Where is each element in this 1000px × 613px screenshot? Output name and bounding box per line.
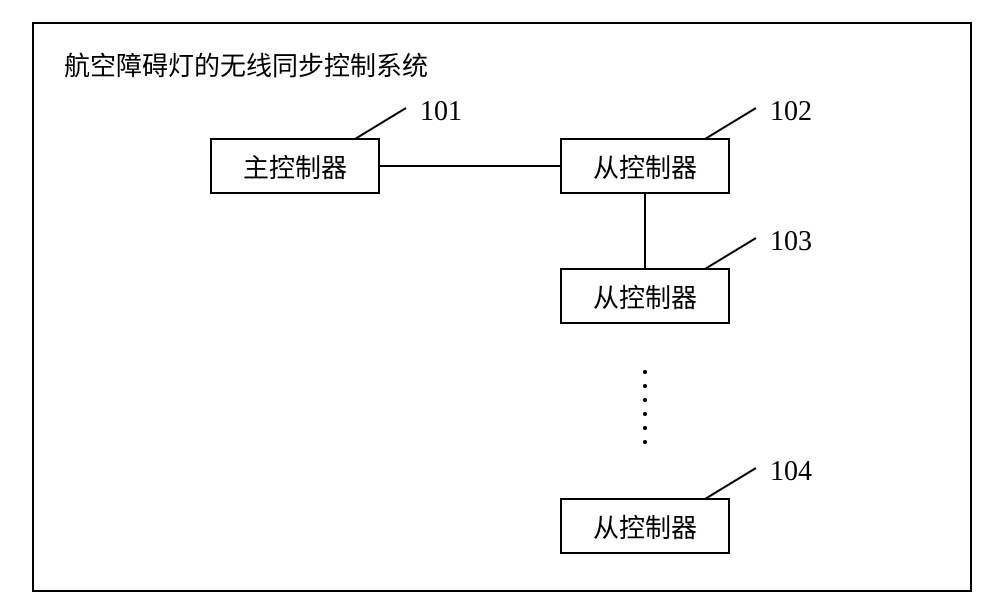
ref-number-101: 101 — [420, 96, 462, 128]
dot — [643, 370, 647, 374]
diagram-canvas: 航空障碍灯的无线同步控制系统 主控制器 101 从控制器 102 从控制器 103 从控制器… — [0, 0, 1000, 613]
node-label: 主控制器 — [243, 148, 347, 185]
diagram-title: 航空障碍灯的无线同步控制系统 — [64, 46, 428, 83]
ref-number-103: 103 — [770, 226, 812, 258]
dot — [643, 412, 647, 416]
ellipsis-dots — [643, 370, 647, 444]
node-slave3: 从控制器 — [560, 498, 730, 554]
node-master: 主控制器 — [210, 138, 380, 194]
edge-slave1-slave2 — [644, 194, 646, 268]
node-slave2: 从控制器 — [560, 268, 730, 324]
outer-frame — [32, 22, 972, 592]
node-label: 从控制器 — [593, 508, 697, 545]
node-slave1: 从控制器 — [560, 138, 730, 194]
node-label: 从控制器 — [593, 148, 697, 185]
dot — [643, 440, 647, 444]
ref-number-102: 102 — [770, 96, 812, 128]
edge-master-slave1 — [380, 165, 560, 167]
ref-number-104: 104 — [770, 456, 812, 488]
dot — [643, 384, 647, 388]
dot — [643, 398, 647, 402]
node-label: 从控制器 — [593, 278, 697, 315]
dot — [643, 426, 647, 430]
